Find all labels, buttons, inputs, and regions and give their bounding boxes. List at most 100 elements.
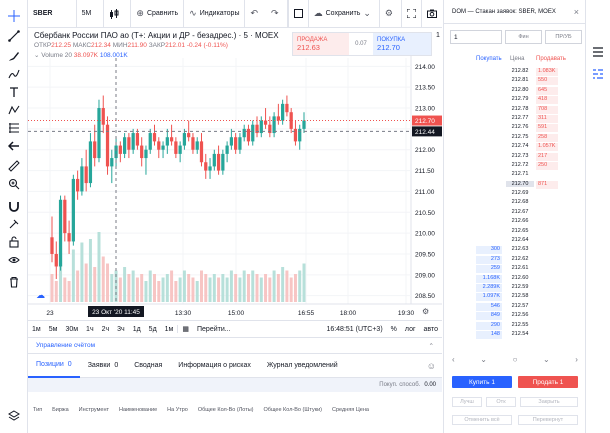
dom-row[interactable]: 212.80 645 <box>444 86 586 95</box>
column-header[interactable]: Наименование <box>119 407 158 413</box>
fullscreen-button[interactable] <box>402 0 422 28</box>
goto-date-button[interactable]: Перейти... <box>197 325 231 333</box>
brush-icon[interactable] <box>6 48 22 64</box>
dom-row[interactable]: 212.75 258 <box>444 133 586 142</box>
range-button[interactable]: 1ч <box>86 325 94 333</box>
range-button[interactable]: 3ч <box>117 325 125 333</box>
fullscreen-select-button[interactable] <box>287 0 309 28</box>
dom-row[interactable]: 1.097K 212.58 <box>444 292 586 302</box>
sell-quote-button[interactable]: ПРОДАЖА 212.63 <box>293 33 349 55</box>
dom-row[interactable]: 212.77 311 <box>444 114 586 123</box>
range-button[interactable]: 1м <box>164 325 174 333</box>
chevron-down-small-icon[interactable]: ⌄ <box>480 354 487 364</box>
dom-row[interactable]: 212.81 550 <box>444 76 586 86</box>
center-icon[interactable]: ○ <box>512 354 518 364</box>
account-tab[interactable]: Заявки 0 <box>80 354 127 378</box>
column-header[interactable]: Биржа <box>52 407 69 413</box>
dom-row[interactable]: 212.78 708 <box>444 105 586 114</box>
indicators-button[interactable]: ∿ Индикаторы <box>184 0 246 28</box>
dom-icon[interactable] <box>592 68 604 80</box>
account-tab[interactable]: Сводная <box>126 354 170 378</box>
text-tool-icon[interactable] <box>6 84 22 100</box>
dom-row[interactable]: 212.74 1.057K <box>444 142 586 152</box>
dom-bid-volume[interactable]: 273 <box>476 255 502 264</box>
dom-row[interactable]: 546 212.57 <box>444 302 586 311</box>
trash-icon[interactable] <box>6 274 22 290</box>
ruler-icon[interactable] <box>6 158 22 174</box>
zoom-icon[interactable] <box>6 176 22 192</box>
dom-bid-volume[interactable]: 2.289K <box>476 283 502 292</box>
arrow-left-icon[interactable] <box>6 138 22 154</box>
column-header[interactable]: Общее Кол-Во (Лоты) <box>197 407 254 413</box>
dom-bid-volume[interactable]: 546 <box>476 302 502 311</box>
account-tab[interactable]: Журнал уведомлений <box>259 354 346 378</box>
dom-row[interactable]: 212.65 <box>444 227 586 236</box>
dom-row[interactable]: 290 212.55 <box>444 321 586 330</box>
best-button[interactable]: Лучш <box>452 397 482 407</box>
calendar-icon[interactable]: ▦ <box>177 325 193 333</box>
pen-icon[interactable] <box>6 66 22 82</box>
dom-row[interactable]: 849 212.56 <box>444 311 586 321</box>
price-chart[interactable]: 214.00213.50213.00212.50212.00211.50211.… <box>28 28 442 320</box>
pattern-icon[interactable] <box>6 102 22 118</box>
lock-icon[interactable] <box>6 234 22 250</box>
dom-bid-volume[interactable]: 1.168K <box>476 274 502 283</box>
dom-prub-button[interactable]: ПР/УБ <box>545 30 582 44</box>
trade-qty[interactable]: 1 <box>436 32 446 39</box>
column-header[interactable]: На Утро <box>167 407 188 413</box>
dom-row[interactable]: 148 212.54 <box>444 330 586 339</box>
dom-fin-button[interactable]: Фин <box>505 30 542 44</box>
account-tab[interactable]: Информация о рисках <box>170 354 259 378</box>
account-icon[interactable]: ☺ <box>426 360 436 371</box>
compare-button[interactable]: ⊕ Сравнить <box>131 0 185 28</box>
dom-ask-volume[interactable]: 1.057K <box>536 143 558 152</box>
dom-ask-volume[interactable]: 418 <box>536 96 558 105</box>
dom-row[interactable]: 212.66 <box>444 217 586 226</box>
range-button[interactable]: 2ч <box>101 325 110 333</box>
dom-row[interactable]: 212.71 <box>444 170 586 179</box>
close-icon[interactable]: × <box>573 7 579 17</box>
dom-bid-volume[interactable]: 1.097K <box>476 293 502 302</box>
range-button[interactable]: 30м <box>65 325 79 333</box>
range-button[interactable]: 1м <box>32 325 41 333</box>
save-button[interactable]: ☁ Сохранить ⌄ <box>309 0 380 28</box>
undo-button[interactable]: ↶ <box>245 0 266 28</box>
dom-row[interactable]: 212.64 <box>444 236 586 245</box>
auto-toggle[interactable]: авто <box>423 325 438 333</box>
chart-area[interactable]: 214.00213.50213.00212.50212.00211.50211.… <box>28 28 442 320</box>
column-header[interactable]: Тип <box>33 407 43 413</box>
dom-ask-volume[interactable]: 550 <box>536 77 558 86</box>
sell-button[interactable]: Продать 1 <box>518 376 578 388</box>
close-position-button[interactable]: Закрыть <box>520 397 578 407</box>
dom-row[interactable]: 259 212.61 <box>444 264 586 274</box>
interval-button[interactable]: 5M <box>77 0 104 28</box>
buy-quote-button[interactable]: ПОКУПКА 212.70 <box>373 33 431 55</box>
range-button[interactable]: 1д <box>132 325 141 333</box>
dom-bid-volume[interactable]: 259 <box>476 265 502 274</box>
crosshair-icon[interactable] <box>6 8 22 24</box>
chevron-left-icon[interactable]: ‹ <box>452 354 455 364</box>
clock[interactable]: 16:48:51 (UTC+3) <box>326 325 383 333</box>
dom-ask-volume[interactable]: 311 <box>536 114 558 123</box>
dom-bid-volume[interactable]: 148 <box>476 330 502 339</box>
dom-ask-volume[interactable]: 871 <box>536 180 558 189</box>
dom-row[interactable]: 212.68 <box>444 198 586 207</box>
dom-bid-volume[interactable]: 290 <box>476 321 502 330</box>
chevron-down-small-icon-2[interactable]: ⌄ <box>543 354 550 364</box>
screenshot-button[interactable] <box>422 0 442 28</box>
symbol-search[interactable]: SBER <box>28 0 77 28</box>
volume-legend[interactable]: ⌄ Volume 20 38.097K 108.001K <box>34 51 128 59</box>
dom-ask-volume[interactable]: 591 <box>536 124 558 133</box>
cancel-all-button[interactable]: Отменить всё <box>452 415 512 425</box>
dom-row[interactable]: 212.76 591 <box>444 123 586 133</box>
dom-bid-volume[interactable]: 849 <box>476 312 502 321</box>
column-header[interactable]: Средняя Цена <box>332 407 369 413</box>
dom-ask-volume[interactable]: 217 <box>536 152 558 161</box>
dom-row[interactable]: 2.289K 212.59 <box>444 283 586 292</box>
trend-line-icon[interactable] <box>6 28 22 44</box>
dom-ask-volume[interactable]: 1.083K <box>536 68 558 76</box>
dom-row[interactable]: 212.82 1.083K <box>444 67 586 76</box>
percent-toggle[interactable]: % <box>390 325 397 333</box>
range-button[interactable]: 5м <box>48 325 58 333</box>
dom-row[interactable]: 212.72 250 <box>444 161 586 170</box>
